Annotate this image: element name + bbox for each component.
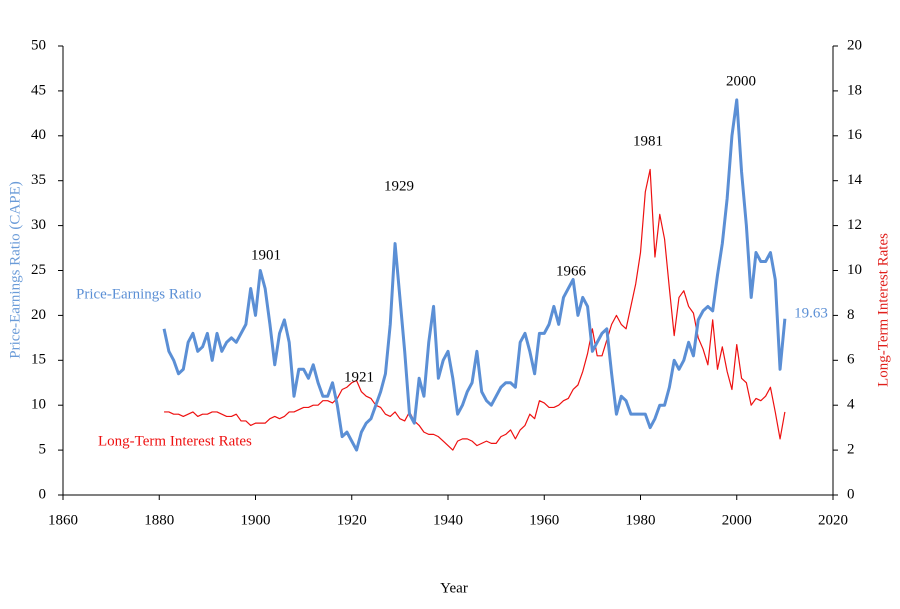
y2-tick-label: 16 — [847, 127, 863, 143]
y2-tick-label: 20 — [847, 37, 862, 53]
y-tick-label: 40 — [31, 127, 46, 143]
y2-tick-label: 6 — [847, 352, 855, 368]
series-line — [164, 168, 786, 451]
series-line — [162, 98, 787, 452]
annotation: 1901 — [251, 247, 281, 263]
annotation: 1921 — [344, 369, 374, 385]
x-tick-label: 2020 — [818, 512, 848, 528]
y2-tick-label: 14 — [847, 172, 863, 188]
annotation: 1966 — [556, 263, 587, 279]
annotation: 2000 — [726, 73, 756, 89]
y-tick-label: 50 — [31, 37, 46, 53]
x-tick-label: 1880 — [144, 512, 174, 528]
y-tick-label: 20 — [31, 307, 46, 323]
series-label: Price-Earnings Ratio — [76, 286, 201, 302]
y2-tick-label: 2 — [847, 442, 855, 458]
y-tick-label: 30 — [31, 217, 46, 233]
x-tick-label: 2000 — [722, 512, 752, 528]
y2-tick-label: 8 — [847, 307, 855, 323]
y-tick-label: 5 — [39, 442, 47, 458]
annotation: 1929 — [384, 178, 414, 194]
y-tick-label: 0 — [39, 486, 47, 502]
y2-tick-label: 4 — [847, 397, 855, 413]
series-label: Long-Term Interest Rates — [98, 433, 252, 449]
y-axis-label: Price-Earnings Ratio (CAPE) — [7, 181, 23, 358]
annotation: 19.63 — [794, 305, 828, 321]
y-tick-label: 10 — [31, 397, 46, 413]
y2-tick-label: 12 — [847, 217, 862, 233]
x-tick-label: 1960 — [529, 512, 559, 528]
annotation: 1981 — [633, 133, 663, 149]
y-tick-label: 25 — [31, 262, 46, 278]
y2-tick-label: 10 — [847, 262, 862, 278]
y-tick-label: 35 — [31, 172, 46, 188]
y2-tick-label: 18 — [847, 82, 862, 98]
x-tick-label: 1940 — [433, 512, 463, 528]
y-tick-label: 15 — [31, 352, 46, 368]
y2-axis-label: Long-Term Interest Rates — [875, 233, 891, 387]
x-tick-label: 1900 — [241, 512, 271, 528]
x-axis-label: Year — [440, 580, 468, 596]
y2-tick-label: 0 — [847, 486, 855, 502]
x-tick-label: 1980 — [626, 512, 656, 528]
x-tick-label: 1860 — [48, 512, 78, 528]
x-tick-label: 1920 — [337, 512, 367, 528]
y-tick-label: 45 — [31, 82, 46, 98]
